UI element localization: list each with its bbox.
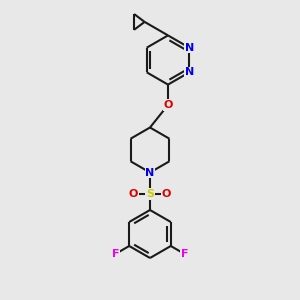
Text: S: S [146,189,154,199]
Text: O: O [163,100,173,110]
Text: N: N [185,67,194,77]
Text: N: N [146,167,154,178]
Text: F: F [181,249,188,259]
Text: N: N [185,43,194,53]
Text: O: O [162,189,171,199]
Text: O: O [129,189,138,199]
Text: F: F [112,249,119,259]
